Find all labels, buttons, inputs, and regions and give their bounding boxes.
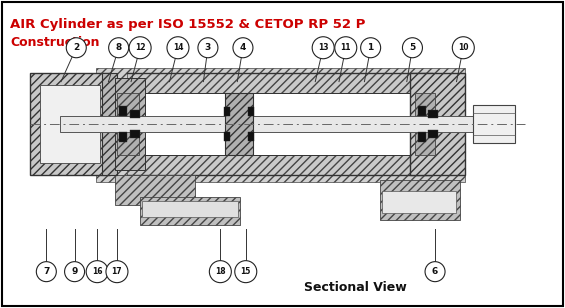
Bar (225, 93, 253, 155)
Bar (130, 130, 140, 138)
Bar (96, 160, 465, 182)
Text: 8: 8 (115, 43, 122, 52)
Text: 2: 2 (73, 43, 80, 52)
Text: 14: 14 (173, 43, 183, 52)
Text: 9: 9 (71, 267, 78, 276)
Bar (224, 132, 230, 141)
Bar (382, 191, 456, 213)
Bar (115, 175, 195, 205)
Text: 18: 18 (215, 267, 225, 276)
Circle shape (66, 38, 86, 58)
Circle shape (210, 261, 231, 283)
Circle shape (36, 262, 57, 282)
Circle shape (335, 37, 357, 59)
Bar (117, 93, 139, 155)
Bar (428, 130, 438, 138)
Bar (119, 106, 127, 116)
Bar (60, 116, 515, 132)
Circle shape (167, 37, 189, 59)
Bar (127, 155, 432, 175)
Circle shape (86, 261, 108, 283)
Text: 10: 10 (458, 43, 468, 52)
Circle shape (402, 38, 423, 58)
Bar (130, 110, 140, 118)
Bar (248, 107, 254, 116)
Text: 3: 3 (205, 43, 211, 52)
Bar (96, 68, 465, 90)
Text: 5: 5 (409, 43, 416, 52)
Circle shape (235, 261, 257, 283)
Bar (30, 48, 535, 258)
Text: 16: 16 (92, 267, 102, 276)
Circle shape (312, 37, 334, 59)
Circle shape (453, 37, 474, 59)
Bar (40, 85, 100, 163)
Text: 11: 11 (341, 43, 351, 52)
Bar (473, 105, 515, 143)
Circle shape (106, 261, 128, 283)
Text: 13: 13 (318, 43, 328, 52)
Text: 4: 4 (240, 43, 246, 52)
Circle shape (425, 262, 445, 282)
Text: Construction: Construction (10, 36, 99, 49)
Text: 6: 6 (432, 267, 438, 276)
Bar (142, 201, 238, 217)
Bar (127, 73, 432, 93)
Circle shape (64, 262, 85, 282)
Bar (418, 132, 426, 142)
Bar (248, 132, 254, 141)
Bar (415, 93, 435, 155)
Circle shape (129, 37, 151, 59)
Text: 1: 1 (367, 43, 374, 52)
Text: 15: 15 (241, 267, 251, 276)
Bar (428, 110, 438, 118)
Bar (380, 180, 460, 220)
Bar (119, 132, 127, 142)
Bar (410, 73, 465, 175)
Text: 17: 17 (112, 267, 122, 276)
Text: 12: 12 (135, 43, 145, 52)
Bar (30, 73, 110, 175)
Bar (224, 107, 230, 116)
Text: AIR Cylinder as per ISO 15552 & CETOP RP 52 P: AIR Cylinder as per ISO 15552 & CETOP RP… (10, 18, 366, 31)
Text: Sectional View: Sectional View (303, 281, 406, 294)
Bar (102, 73, 117, 175)
Bar (115, 78, 145, 170)
Bar (418, 106, 426, 116)
Text: 7: 7 (43, 267, 50, 276)
Circle shape (198, 38, 218, 58)
Bar (140, 197, 240, 225)
Circle shape (360, 38, 381, 58)
Circle shape (233, 38, 253, 58)
Circle shape (108, 38, 129, 58)
